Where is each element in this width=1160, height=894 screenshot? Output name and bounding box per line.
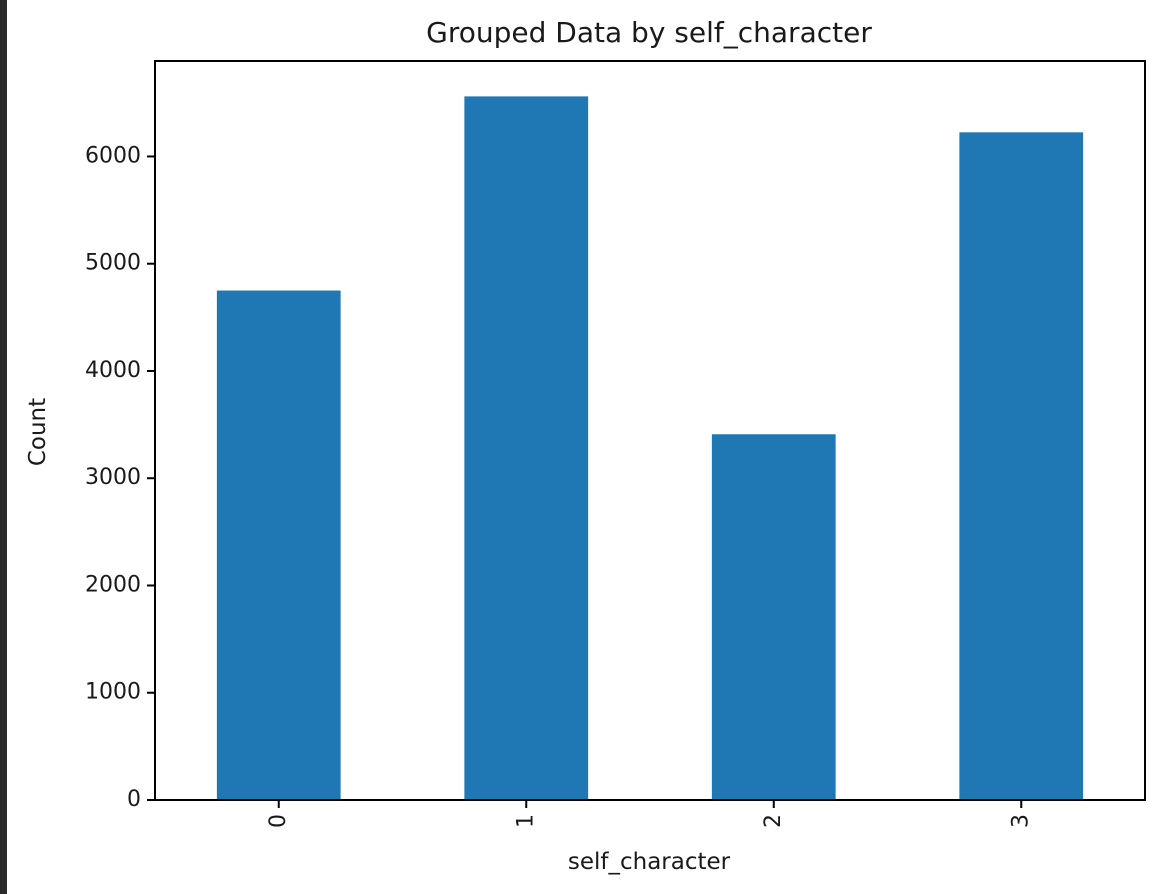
bar-2 bbox=[711, 434, 836, 800]
y-tick-label-0: 0 bbox=[127, 787, 141, 812]
x-tick-label-2: 2 bbox=[761, 814, 786, 828]
x-tick-label-0: 0 bbox=[266, 814, 291, 828]
x-tick-label-3: 3 bbox=[1008, 814, 1033, 828]
x-axis: 0 1 2 3 bbox=[266, 800, 1033, 828]
window-left-edge bbox=[0, 0, 7, 894]
y-axis: 0 1000 2000 3000 4000 5000 6000 bbox=[85, 143, 155, 812]
y-tick-label-6000: 6000 bbox=[85, 143, 141, 168]
bar-1 bbox=[464, 96, 589, 800]
chart-title: Grouped Data by self_character bbox=[426, 16, 872, 49]
plot-frame bbox=[154, 60, 1146, 801]
y-tick-label-5000: 5000 bbox=[85, 251, 141, 276]
y-tick-label-2000: 2000 bbox=[85, 572, 141, 597]
y-axis-label: Count bbox=[25, 398, 51, 466]
x-axis-label: self_character bbox=[568, 849, 731, 875]
y-tick-label-1000: 1000 bbox=[85, 680, 141, 705]
bar-3 bbox=[959, 132, 1084, 801]
bars-group bbox=[216, 96, 1084, 801]
y-tick-label-4000: 4000 bbox=[85, 358, 141, 383]
x-tick-label-1: 1 bbox=[513, 814, 538, 828]
y-tick-label-3000: 3000 bbox=[85, 465, 141, 490]
bar-0 bbox=[216, 290, 341, 800]
